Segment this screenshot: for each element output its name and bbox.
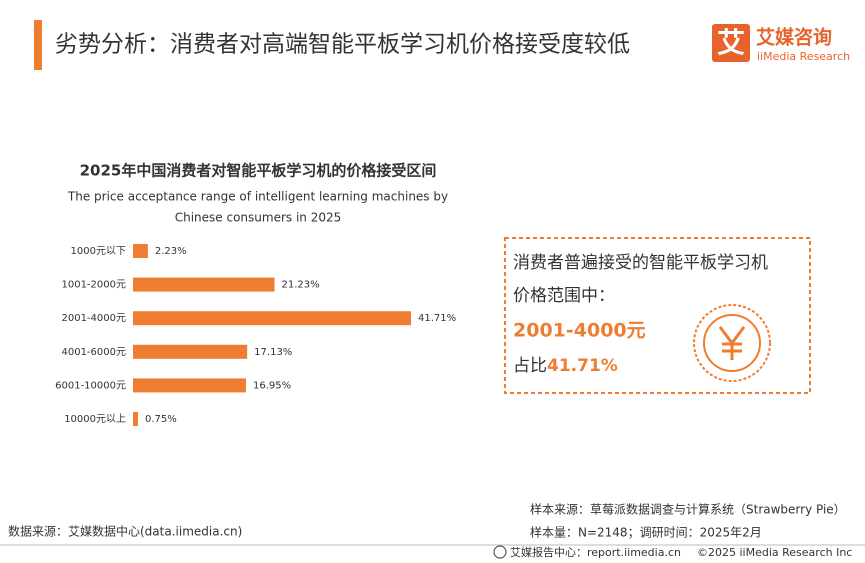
value-label: 2.23% (155, 246, 187, 257)
bar (133, 311, 411, 326)
bar (133, 277, 275, 292)
category-label: 6001-10000元 (55, 380, 126, 391)
category-label: 1001-2000元 (61, 280, 126, 291)
value-label: 0.75% (145, 414, 177, 425)
sample-size: 样本量：N=2148；调研时间：2025年2月 (530, 525, 762, 540)
callout-text: 消费者普遍接受的智能平板学习机 (513, 253, 768, 273)
share-prefix: 占比 (513, 356, 547, 376)
value-label: 41.71% (418, 313, 456, 324)
report-center: 艾媒报告中心：report.iimedia.cn (510, 545, 681, 559)
bar (133, 344, 248, 359)
logo-sub: iiMedia Research (757, 50, 850, 63)
category-label: 2001-4000元 (61, 313, 126, 324)
logo-mark: 艾 (717, 26, 745, 59)
chart-subtitle: Chinese consumers in 2025 (175, 211, 342, 225)
title-accent (34, 20, 42, 70)
share-value: 41.71% (547, 356, 618, 376)
chart-title: 2025年中国消费者对智能平板学习机的价格接受区间 (80, 162, 437, 180)
chart-subtitle: The price acceptance range of intelligen… (67, 190, 448, 204)
category-label: 10000元以上 (64, 413, 126, 425)
callout-range: 2001-4000元 (513, 320, 646, 342)
bar (133, 378, 246, 393)
sample-source: 样本来源：草莓派数据调查与计算系统（Strawberry Pie） (530, 502, 846, 517)
data-source: 数据来源：艾媒数据中心(data.iimedia.cn) (8, 524, 242, 539)
callout-text: 价格范围中： (513, 286, 615, 306)
category-label: 1000元以下 (71, 246, 126, 257)
page-title: 劣势分析：消费者对高端智能平板学习机价格接受度较低 (55, 32, 630, 58)
callout-share: 占比41.71% (513, 356, 618, 376)
category-label: 4001-6000元 (61, 347, 126, 358)
value-label: 21.23% (281, 280, 319, 291)
bar (133, 244, 148, 258)
bar (133, 412, 138, 426)
bar-chart: 1000元以下 2.23% 1001-2000元 21.23% 2001-4000元 41… (55, 244, 456, 426)
globe-icon (493, 545, 507, 559)
copyright: ©2025 iiMedia Research Inc (697, 546, 852, 559)
logo-box (712, 24, 750, 62)
callout-box (504, 237, 811, 394)
value-label: 16.95% (253, 380, 291, 391)
yuan-seal (693, 304, 771, 382)
logo-name: 艾媒咨询 (756, 26, 832, 49)
value-label: 17.13% (254, 347, 292, 358)
